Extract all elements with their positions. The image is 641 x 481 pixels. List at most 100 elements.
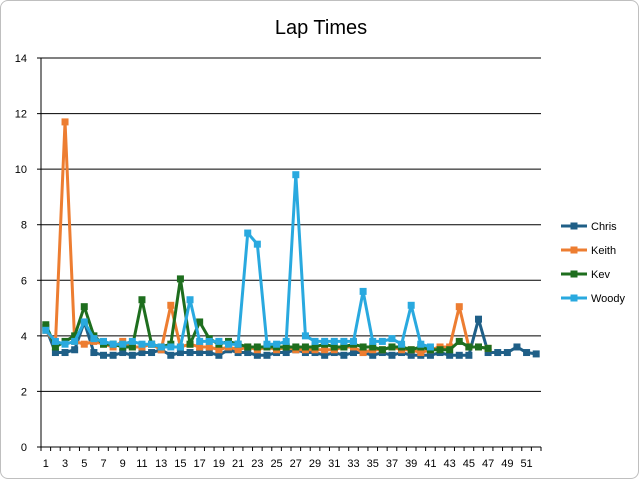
- data-point: [176, 343, 184, 351]
- series-keith: [42, 118, 492, 357]
- data-point: [167, 351, 175, 359]
- y-tick-label: 0: [21, 442, 27, 454]
- legend-label: Kev: [591, 269, 610, 281]
- x-tick-label: 17: [194, 458, 206, 470]
- data-point: [100, 337, 107, 345]
- x-tick-label: 47: [482, 458, 494, 470]
- data-point: [407, 351, 415, 359]
- data-point: [263, 351, 271, 359]
- x-tick-label: 49: [501, 458, 513, 470]
- data-point: [263, 340, 271, 348]
- data-point: [388, 351, 396, 359]
- data-point: [282, 337, 290, 345]
- data-point: [253, 351, 261, 359]
- x-tick-label: 45: [463, 458, 475, 470]
- x-tick-label: 31: [328, 458, 340, 470]
- legend: Chris Keith Kev Woody: [561, 221, 626, 305]
- x-tick-label: 25: [270, 458, 282, 470]
- data-point: [205, 343, 213, 351]
- data-point: [253, 240, 261, 248]
- chart-title: Lap Times: [275, 17, 367, 39]
- data-point: [321, 337, 329, 345]
- data-point: [465, 343, 473, 351]
- data-point: [407, 301, 415, 309]
- data-point: [167, 301, 175, 309]
- data-point: [475, 343, 482, 351]
- x-tick-label: 5: [81, 458, 87, 470]
- data-point: [138, 296, 146, 304]
- data-point: [186, 296, 194, 304]
- y-tick-label: 8: [21, 220, 27, 232]
- data-point: [378, 346, 386, 354]
- data-point: [417, 340, 425, 348]
- data-point: [186, 349, 194, 357]
- data-point: [484, 344, 492, 352]
- data-point: [359, 343, 367, 351]
- data-point: [388, 335, 396, 343]
- data-point: [90, 335, 98, 343]
- data-point: [138, 349, 146, 357]
- data-point: [196, 343, 204, 351]
- x-tick-label: 41: [424, 458, 436, 470]
- data-point: [311, 337, 319, 345]
- data-point: [157, 343, 165, 351]
- x-tick-label: 7: [100, 458, 106, 470]
- data-point: [61, 349, 69, 357]
- data-point: [71, 332, 79, 340]
- data-point: [369, 343, 377, 351]
- data-point: [523, 349, 531, 357]
- x-tick-label: 39: [405, 458, 417, 470]
- data-point: [350, 337, 357, 345]
- data-point: [301, 332, 309, 340]
- data-point: [446, 351, 454, 359]
- y-tick-label: 4: [21, 331, 27, 343]
- y-tick-label: 12: [15, 109, 27, 121]
- data-point: [369, 351, 377, 359]
- data-point: [475, 315, 482, 323]
- data-point: [148, 340, 156, 348]
- data-point: [42, 321, 50, 329]
- data-point: [369, 337, 377, 345]
- data-point: [273, 340, 281, 348]
- data-point: [225, 340, 232, 348]
- data-point: [340, 343, 348, 351]
- legend-swatch-marker: [570, 270, 578, 278]
- data-point: [244, 229, 252, 237]
- data-point: [292, 343, 300, 351]
- data-point: [417, 349, 425, 357]
- y-tick-label: 14: [15, 53, 27, 65]
- data-point: [186, 340, 194, 348]
- data-point: [176, 275, 184, 283]
- data-point: [455, 351, 463, 359]
- legend-label: Woody: [591, 293, 626, 305]
- data-point: [436, 346, 444, 354]
- data-point: [71, 346, 79, 354]
- data-point: [196, 349, 204, 357]
- data-point: [426, 351, 434, 359]
- data-point: [532, 350, 540, 358]
- data-point: [128, 337, 136, 345]
- data-point: [128, 343, 136, 351]
- data-point: [494, 349, 502, 357]
- series-woody: [42, 171, 434, 351]
- data-point: [119, 349, 127, 357]
- data-point: [253, 343, 261, 351]
- data-point: [51, 343, 59, 351]
- x-tick-label: 19: [213, 458, 225, 470]
- data-point: [465, 351, 473, 359]
- data-point: [292, 171, 300, 179]
- data-point: [234, 340, 242, 348]
- legend-item-woody: Woody: [561, 293, 626, 305]
- data-point: [426, 343, 434, 351]
- legend-item-chris: Chris: [561, 221, 617, 233]
- x-tick-label: 29: [309, 458, 321, 470]
- data-point: [167, 343, 175, 351]
- data-point: [340, 337, 348, 345]
- x-tick-label: 43: [444, 458, 456, 470]
- data-point: [100, 351, 107, 359]
- y-tick-label: 2: [21, 386, 27, 398]
- series-line: [44, 120, 489, 355]
- data-point: [513, 343, 521, 351]
- data-point: [205, 349, 213, 357]
